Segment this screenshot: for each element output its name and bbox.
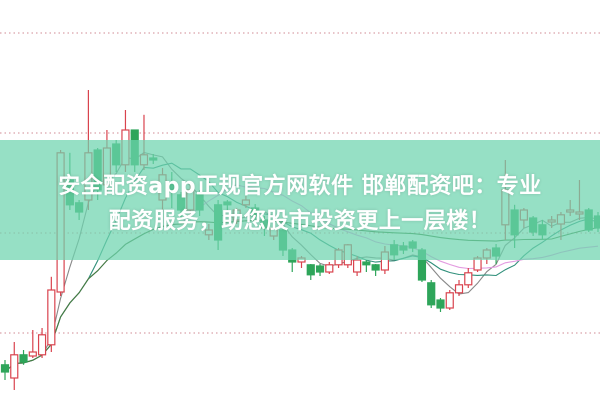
candle-body <box>28 351 37 357</box>
candle-body <box>10 354 19 379</box>
article-title-line-2: 配资服务，助您股市投资更上一层楼！ <box>108 209 492 234</box>
candle-body <box>362 261 371 266</box>
candle-body <box>436 299 445 309</box>
title-banner <box>0 140 600 260</box>
candle-body <box>454 284 464 294</box>
candle-body <box>464 272 473 286</box>
candle-body <box>0 364 10 373</box>
candle-body <box>352 259 362 273</box>
candle-body <box>19 354 28 363</box>
candle-body <box>47 289 56 346</box>
article-title-line-1: 安全配资app正规官方网软件 邯郸配资吧：专业 <box>58 174 542 199</box>
candle-body <box>315 265 325 273</box>
candle-body <box>325 264 334 273</box>
candle-body <box>306 264 315 276</box>
candle-body <box>427 282 436 306</box>
candle-body <box>445 292 454 309</box>
candle-body <box>371 264 380 271</box>
candle-body <box>37 334 47 356</box>
